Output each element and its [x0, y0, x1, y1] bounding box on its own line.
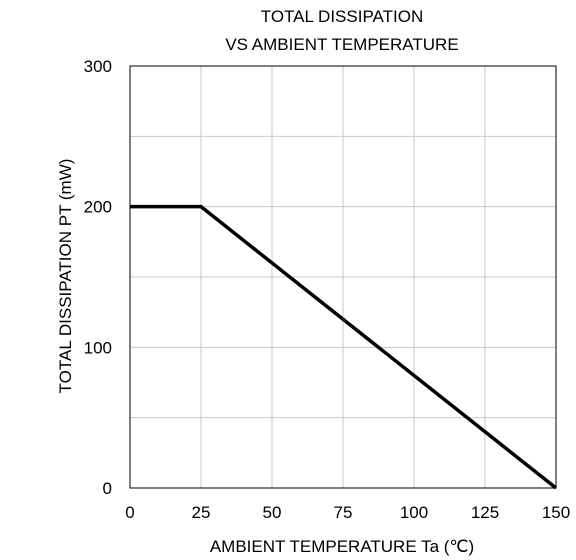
x-axis-label: AMBIENT TEMPERATURE Ta (℃) [210, 537, 474, 556]
x-tick-label: 25 [192, 503, 211, 522]
chart-title: TOTAL DISSIPATION [261, 7, 423, 26]
tick-labels: 0 25 50 75 100 125 150 0 100 200 300 [84, 57, 571, 522]
chart-subtitle: VS AMBIENT TEMPERATURE [225, 35, 458, 54]
series-line [130, 204, 558, 490]
plot-area [129, 65, 557, 489]
x-tick-label: 75 [334, 503, 353, 522]
x-tick-label: 125 [471, 503, 499, 522]
x-tick-label: 100 [400, 503, 428, 522]
y-axis-label: TOTAL DISSIPATION PT (mW) [56, 159, 75, 394]
x-tick-label: 150 [542, 503, 570, 522]
x-tick-label: 0 [125, 503, 134, 522]
y-tick-label: 200 [84, 198, 112, 217]
y-tick-label: 300 [84, 57, 112, 76]
series-group [130, 204, 558, 490]
y-tick-label: 0 [103, 479, 112, 498]
x-tick-label: 50 [263, 503, 282, 522]
y-tick-label: 100 [84, 338, 112, 357]
grid-lines [130, 66, 556, 488]
